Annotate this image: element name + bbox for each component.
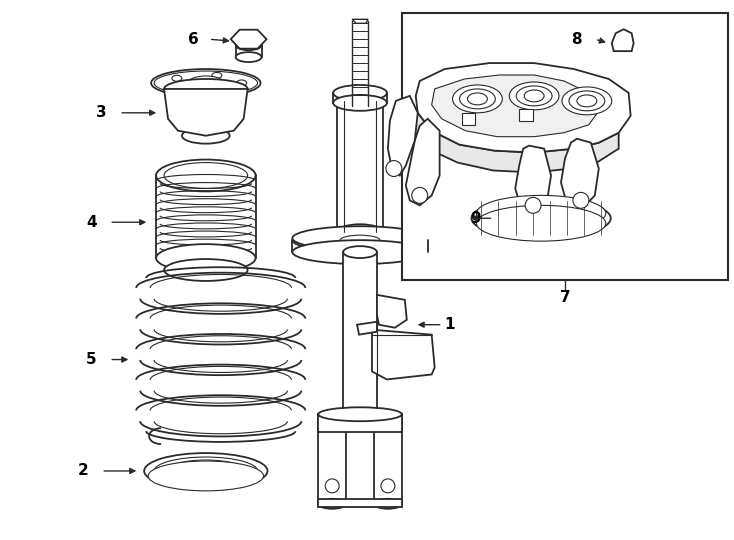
Ellipse shape — [453, 85, 502, 113]
Ellipse shape — [343, 410, 377, 422]
Ellipse shape — [236, 52, 261, 62]
Ellipse shape — [471, 198, 611, 238]
Bar — [374, 416, 401, 504]
Bar — [319, 416, 346, 504]
Polygon shape — [611, 29, 633, 51]
Text: 7: 7 — [559, 291, 570, 305]
Ellipse shape — [562, 87, 611, 115]
Ellipse shape — [374, 499, 401, 509]
Ellipse shape — [415, 348, 429, 361]
Ellipse shape — [212, 87, 222, 93]
Ellipse shape — [319, 407, 401, 421]
Ellipse shape — [236, 40, 261, 50]
Ellipse shape — [236, 80, 247, 86]
Ellipse shape — [154, 457, 258, 485]
Ellipse shape — [509, 82, 559, 110]
Ellipse shape — [569, 91, 605, 111]
Text: 6: 6 — [187, 32, 198, 46]
Ellipse shape — [154, 71, 258, 95]
Bar — [519, 109, 533, 121]
Ellipse shape — [156, 244, 255, 272]
Bar — [462, 113, 476, 125]
Ellipse shape — [171, 111, 241, 131]
Ellipse shape — [172, 85, 182, 91]
Polygon shape — [406, 119, 440, 205]
Ellipse shape — [337, 224, 383, 240]
Ellipse shape — [166, 460, 246, 482]
Polygon shape — [164, 89, 247, 136]
Polygon shape — [432, 75, 599, 137]
Polygon shape — [388, 96, 418, 176]
Ellipse shape — [476, 195, 606, 231]
Polygon shape — [352, 19, 368, 23]
Ellipse shape — [239, 33, 258, 45]
Ellipse shape — [188, 76, 224, 90]
Text: 1: 1 — [444, 317, 455, 332]
Bar — [319, 414, 401, 432]
Ellipse shape — [476, 205, 606, 241]
Bar — [337, 101, 383, 232]
Ellipse shape — [343, 246, 377, 258]
Ellipse shape — [319, 499, 346, 509]
Ellipse shape — [172, 75, 182, 82]
Polygon shape — [377, 295, 407, 328]
Bar — [333, 93, 387, 103]
Text: 2: 2 — [78, 463, 89, 478]
Bar — [401, 14, 728, 280]
Ellipse shape — [524, 90, 544, 102]
Ellipse shape — [412, 187, 428, 204]
Ellipse shape — [177, 113, 186, 122]
Ellipse shape — [292, 240, 428, 264]
Text: 4: 4 — [86, 215, 97, 230]
Ellipse shape — [381, 479, 395, 493]
Ellipse shape — [374, 411, 401, 421]
Polygon shape — [415, 63, 631, 153]
Ellipse shape — [156, 160, 255, 191]
Ellipse shape — [164, 259, 247, 281]
Ellipse shape — [325, 479, 339, 493]
Ellipse shape — [151, 69, 261, 97]
Ellipse shape — [577, 95, 597, 107]
Text: 3: 3 — [96, 105, 106, 120]
Ellipse shape — [479, 201, 603, 235]
Ellipse shape — [333, 85, 387, 101]
Polygon shape — [515, 146, 551, 215]
Ellipse shape — [459, 89, 495, 109]
Ellipse shape — [225, 113, 235, 122]
Ellipse shape — [292, 226, 428, 250]
Polygon shape — [230, 30, 266, 49]
Ellipse shape — [182, 128, 230, 144]
Bar — [319, 499, 401, 507]
Ellipse shape — [337, 93, 383, 109]
Bar — [343, 252, 377, 416]
Ellipse shape — [386, 160, 401, 177]
Polygon shape — [561, 139, 599, 210]
Text: 8: 8 — [572, 32, 582, 46]
Ellipse shape — [333, 95, 387, 111]
Ellipse shape — [526, 198, 541, 213]
Ellipse shape — [340, 235, 380, 245]
Polygon shape — [372, 330, 435, 380]
Ellipse shape — [390, 357, 404, 372]
Ellipse shape — [180, 464, 232, 478]
Text: 5: 5 — [86, 352, 97, 367]
Ellipse shape — [164, 163, 247, 188]
Text: 9: 9 — [470, 211, 481, 226]
Ellipse shape — [390, 307, 400, 317]
Ellipse shape — [212, 72, 222, 78]
Ellipse shape — [319, 411, 346, 421]
Bar — [236, 45, 261, 57]
Polygon shape — [357, 322, 377, 335]
Ellipse shape — [144, 453, 267, 489]
Ellipse shape — [148, 461, 264, 491]
Ellipse shape — [292, 228, 428, 252]
Ellipse shape — [201, 124, 211, 132]
Ellipse shape — [573, 192, 589, 208]
Ellipse shape — [516, 86, 552, 106]
Ellipse shape — [164, 79, 247, 99]
Polygon shape — [414, 113, 619, 172]
Ellipse shape — [468, 93, 487, 105]
